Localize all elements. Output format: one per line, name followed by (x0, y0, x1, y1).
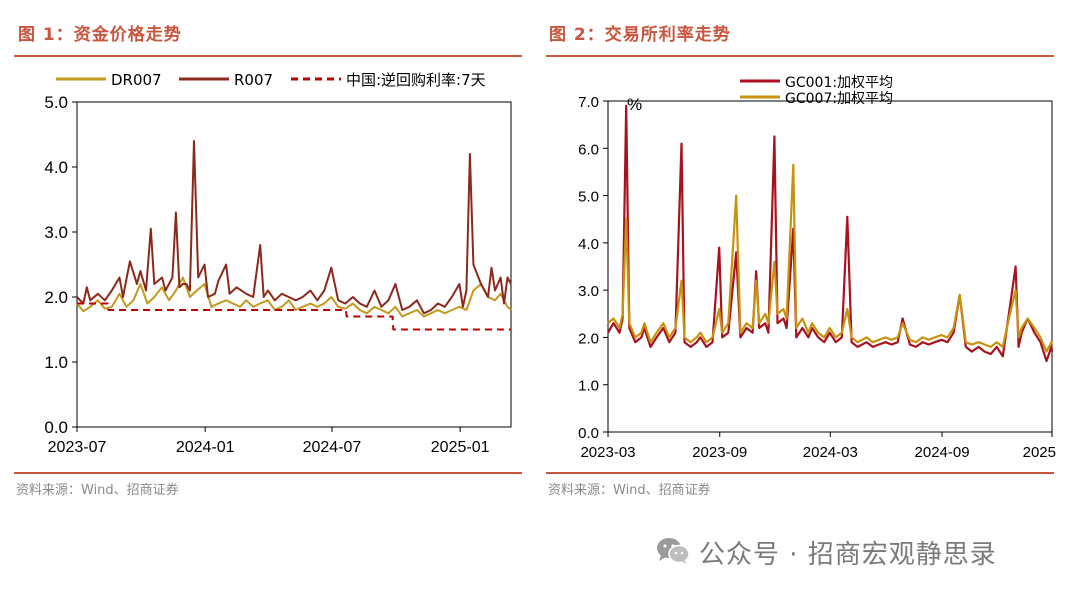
watermark-text: 公众号 · 招商宏观静思录 (699, 540, 997, 570)
figure1-source: 资料来源：Wind、招商证券 (16, 483, 179, 498)
wechat-icon (655, 536, 691, 570)
chart1-y-tick-label: 1.0 (44, 353, 68, 372)
chart2-plot-frame (607, 100, 1053, 433)
chart2-x-tick-label: 2025 (1023, 444, 1056, 461)
figure1-top-rule (14, 55, 522, 57)
chart2-y-tick-label: 0.0 (578, 425, 599, 442)
chart2-y-tick-label: 1.0 (578, 378, 599, 395)
watermark: 公众号 · 招商宏观静思录 (655, 534, 997, 571)
chart1-series-line-0 (76, 276, 512, 318)
chart1-y-tick-label: 2.0 (44, 288, 68, 307)
chart2-series-line-1 (607, 163, 1054, 353)
figure2-title: 图 2：交易所利率走势 (549, 25, 731, 45)
chart2-x-tick-label: 2024-09 (915, 444, 970, 461)
figure1-title: 图 1：资金价格走势 (18, 25, 182, 45)
chart2-y-unit-label: % (627, 95, 642, 114)
chart1-series-line-1 (76, 140, 512, 315)
chart1-series-line-2 (77, 302, 511, 331)
figure2-source: 资料来源：Wind、招商证券 (548, 483, 711, 498)
chart1-series-group (76, 140, 512, 331)
figure2-bottom-rule (546, 472, 1054, 474)
chart2-series-line-0 (607, 104, 1054, 363)
chart2-legend-label-1: GC007:加权平均 (785, 91, 893, 107)
chart2-y-tick-label: 3.0 (578, 283, 599, 300)
chart2-y-tick-label: 2.0 (578, 330, 599, 347)
chart1-x-tick-label: 2024-01 (176, 439, 235, 456)
chart1-x-tick-label: 2024-07 (303, 439, 362, 456)
chart1-plot-frame (76, 101, 512, 428)
chart1-legend-label-0: DR007 (111, 71, 162, 89)
chart2-x-tick-label: 2023-03 (580, 444, 635, 461)
figure1-bottom-rule (14, 472, 522, 474)
chart2-legend-label-0: GC001:加权平均 (785, 75, 893, 91)
chart1-y-tick-label: 3.0 (44, 223, 68, 242)
chart1-y-tick-label: 0.0 (44, 418, 68, 437)
chart1-legend-label-1: R007 (234, 71, 273, 89)
chart1-y-tick-label: 5.0 (44, 93, 68, 112)
chart1-y-tick-label: 4.0 (44, 158, 68, 177)
chart2-y-tick-label: 4.0 (578, 236, 599, 253)
chart2-y-tick-label: 6.0 (578, 141, 599, 158)
figure2-top-rule (546, 55, 1054, 57)
chart2-x-tick-label: 2023-09 (692, 444, 747, 461)
figure2-chart: 0.0 1.0 2.0 3.0 4.0 5.0 6.0 7.0 2023-03 2023-09 20… (578, 75, 1056, 461)
chart2-y-tick-label: 7.0 (578, 94, 599, 111)
chart2-y-tick-label: 5.0 (578, 189, 599, 206)
chart1-x-tick-label: 2025-01 (431, 439, 490, 456)
chart1-legend-label-2: 中国:逆回购利率:7天 (346, 71, 486, 89)
chart2-x-tick-label: 2024-03 (803, 444, 858, 461)
chart1-x-tick-label: 2023-07 (48, 439, 107, 456)
figure1-chart: 0.0 1.0 2.0 3.0 4.0 5.0 2023-07 2024-01 2024-07 2… (44, 71, 512, 456)
chart2-series-group (607, 104, 1054, 363)
